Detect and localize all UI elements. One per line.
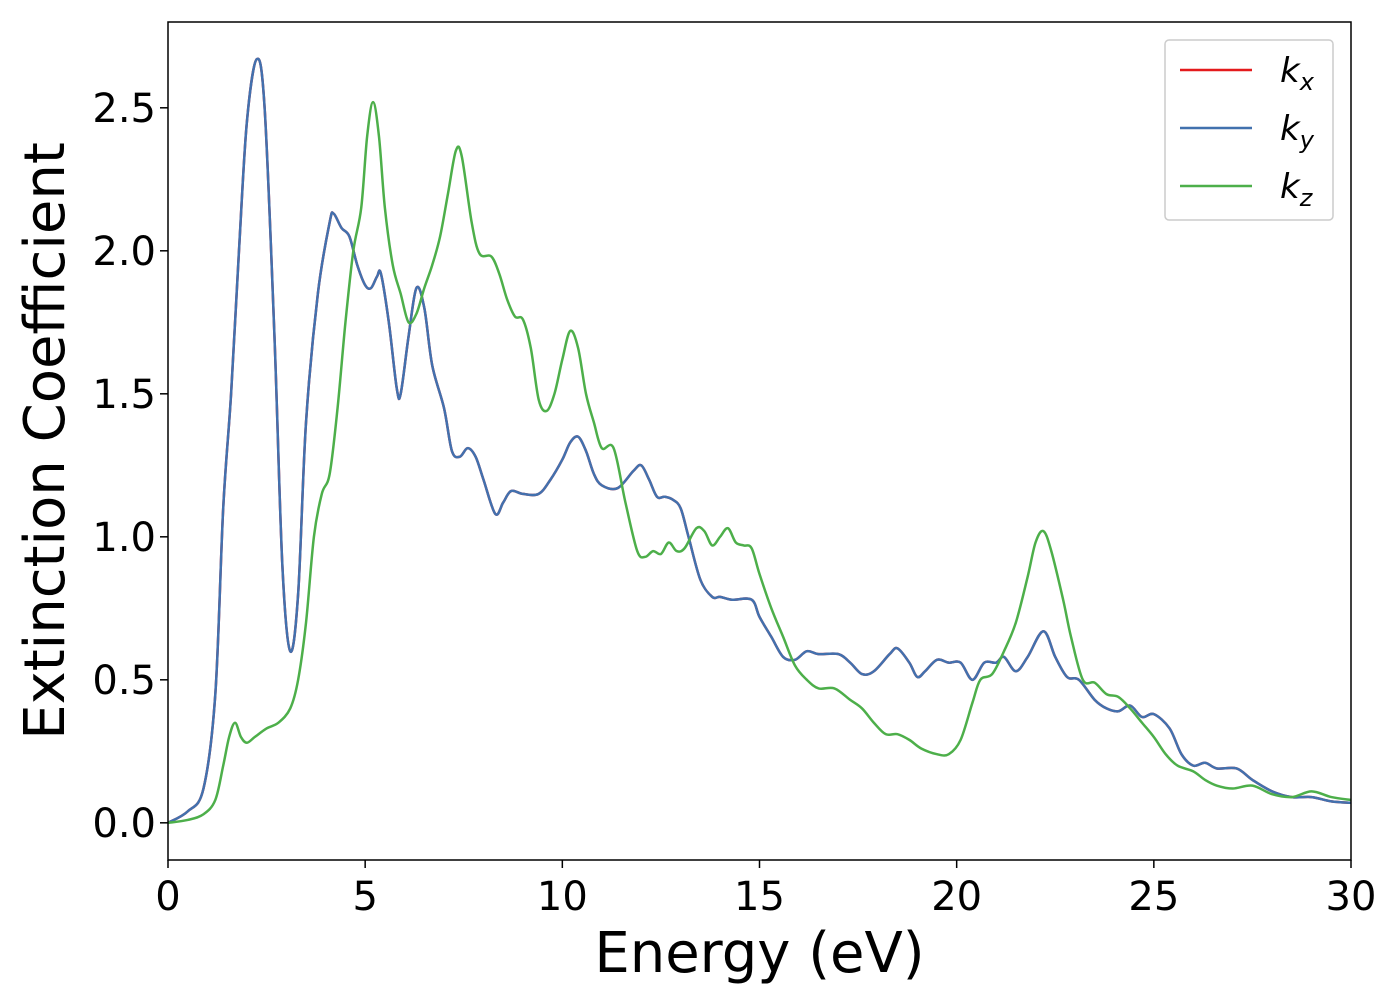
y-tick-label: 2.0 bbox=[92, 229, 156, 275]
legend-label-base: k bbox=[1280, 167, 1301, 207]
legend-label-subscript: x bbox=[1299, 68, 1315, 96]
series-line-ky bbox=[167, 57, 1352, 824]
x-tick-label: 30 bbox=[1326, 874, 1377, 920]
y-axis-ticks: 0.0 0.5 1.0 1.5 2.0 2.5 bbox=[92, 86, 168, 847]
x-tick-label: 5 bbox=[352, 874, 377, 920]
x-tick-label: 10 bbox=[537, 874, 588, 920]
y-tick-label: 0.0 bbox=[92, 801, 156, 847]
x-tick-label: 20 bbox=[931, 874, 982, 920]
y-axis-title: Extinction Coefficient bbox=[13, 142, 78, 740]
y-tick-label: 1.5 bbox=[92, 372, 156, 418]
x-tick-label: 0 bbox=[155, 874, 180, 920]
x-axis-title: Energy (eV) bbox=[594, 921, 924, 986]
legend-label-kz: kz bbox=[1280, 167, 1314, 212]
legend-label-subscript: y bbox=[1299, 126, 1315, 154]
legend-box bbox=[1164, 39, 1334, 221]
series-line-kz bbox=[167, 100, 1352, 825]
y-tick-label: 0.5 bbox=[92, 658, 156, 704]
legend-label-kx: kx bbox=[1280, 51, 1315, 96]
series-layer bbox=[167, 57, 1352, 825]
y-tick-label: 2.5 bbox=[92, 86, 156, 132]
legend-label-ky: ky bbox=[1280, 109, 1315, 154]
x-tick-label: 25 bbox=[1128, 874, 1179, 920]
legend-label-subscript: z bbox=[1299, 184, 1314, 212]
legend-label-base: k bbox=[1280, 109, 1301, 149]
x-axis-ticks: 0 5 10 15 20 25 30 bbox=[155, 860, 1376, 920]
y-tick-label: 1.0 bbox=[92, 515, 156, 561]
x-tick-label: 15 bbox=[734, 874, 785, 920]
legend-label-base: k bbox=[1280, 51, 1301, 91]
